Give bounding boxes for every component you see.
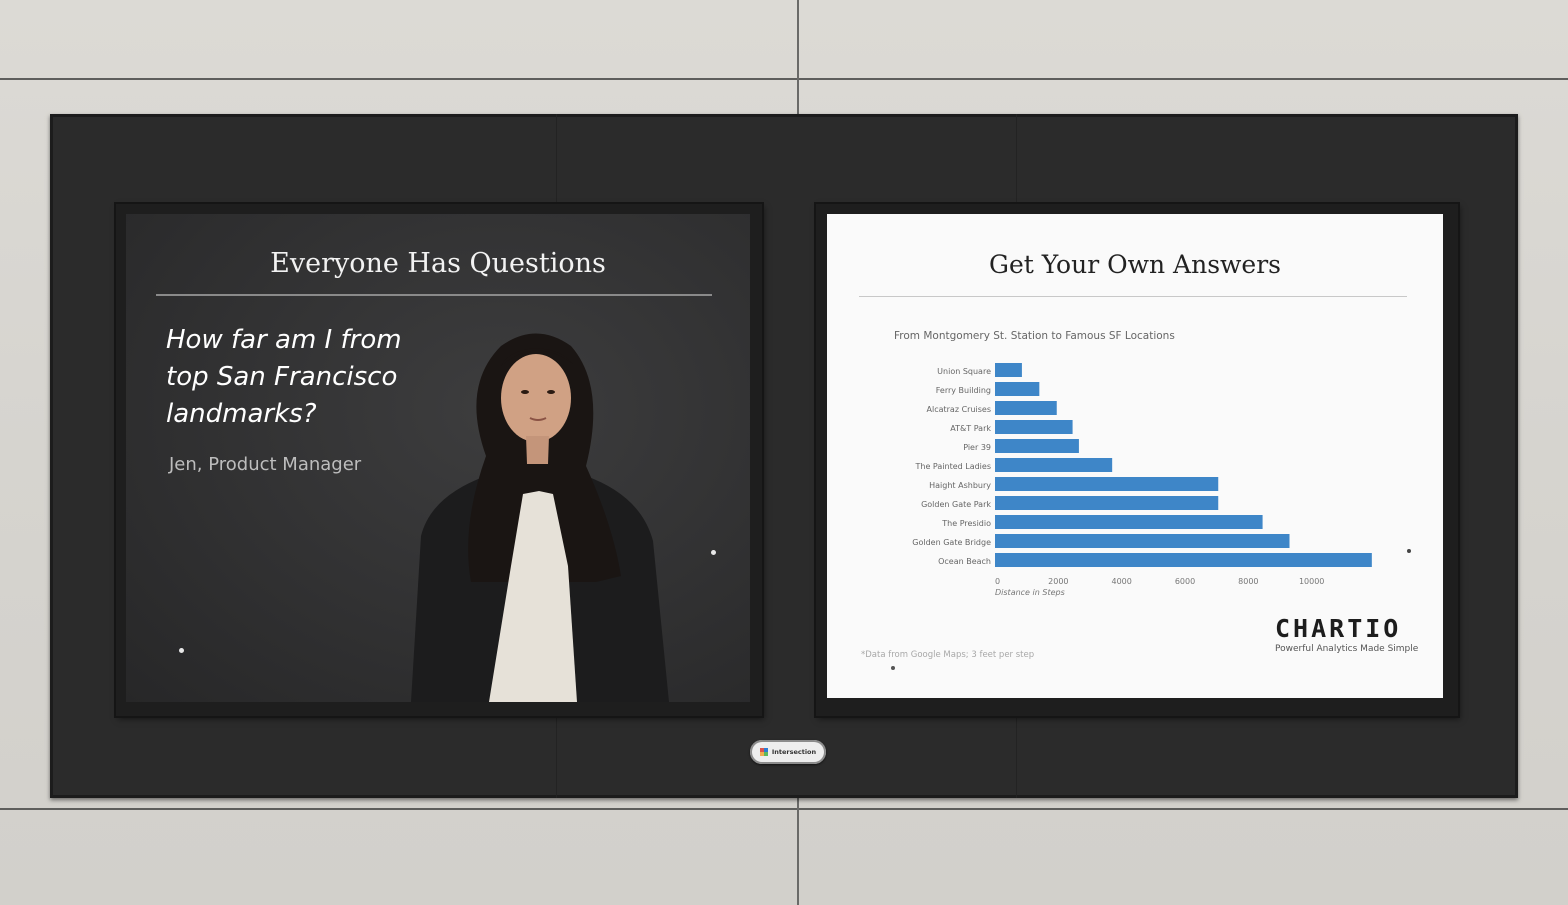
left-poster-title: Everyone Has Questions <box>270 248 606 279</box>
screw-dot <box>1407 549 1411 553</box>
left-poster-question: How far am I from top San Francisco land… <box>166 325 402 429</box>
chart-bar <box>995 477 1219 491</box>
badge-label: Intersection <box>771 748 817 756</box>
x-tick-label: 8000 <box>1238 577 1258 586</box>
billboard-panel: Everyone Has Questions How far am I from… <box>50 114 1518 798</box>
chartio-logo: CHARTIO <box>1275 614 1402 643</box>
right-poster-frame: Get Your Own Answers From Montgomery St.… <box>816 204 1458 716</box>
category-label: Golden Gate Bridge <box>912 538 991 547</box>
left-poster-frame: Everyone Has Questions How far am I from… <box>116 204 762 716</box>
left-poster: Everyone Has Questions How far am I from… <box>126 214 750 702</box>
x-tick-label: 4000 <box>1111 577 1131 586</box>
x-axis-label: Distance in Steps <box>995 588 1065 597</box>
right-poster: Get Your Own Answers From Montgomery St.… <box>827 214 1443 698</box>
x-tick-label: 2000 <box>1048 577 1068 586</box>
category-label: Ocean Beach <box>938 557 991 566</box>
left-poster-attribution: Jen, Product Manager <box>169 454 362 475</box>
screw-dot <box>891 666 895 670</box>
logo-tagline: Powerful Analytics Made Simple <box>1275 644 1419 654</box>
chart-bar <box>995 439 1079 453</box>
category-label: The Painted Ladies <box>914 462 991 471</box>
title-divider <box>859 296 1407 297</box>
chart-bar <box>995 534 1290 548</box>
chart-bar <box>995 420 1073 434</box>
chart-title: From Montgomery St. Station to Famous SF… <box>894 330 1175 342</box>
title-divider <box>156 294 712 296</box>
category-label: Union Square <box>937 367 991 376</box>
x-tick-label: 6000 <box>1175 577 1195 586</box>
x-tick-label: 10000 <box>1299 577 1324 586</box>
data-footnote: *Data from Google Maps; 3 feet per step <box>861 650 1035 660</box>
category-label: Alcatraz Cruises <box>927 405 992 414</box>
category-label: Golden Gate Park <box>921 500 991 509</box>
woman-portrait-photo <box>411 333 669 702</box>
chart-bar <box>995 496 1219 510</box>
intersection-logo-icon <box>759 748 768 756</box>
chart-bar <box>995 401 1057 415</box>
intersection-badge: Intersection <box>750 740 826 764</box>
tile-grout-line <box>0 808 1568 810</box>
category-label: AT&T Park <box>950 424 991 433</box>
screw-dot <box>179 648 184 653</box>
category-label: Ferry Building <box>936 386 991 395</box>
distance-bar-chart: From Montgomery St. Station to Famous SF… <box>894 330 1372 597</box>
chart-bar <box>995 382 1040 396</box>
chart-bar <box>995 363 1022 377</box>
category-label: Pier 39 <box>963 443 991 452</box>
chart-bar <box>995 553 1372 567</box>
tile-grout-line <box>0 78 1568 80</box>
x-tick-label: 0 <box>995 577 1000 586</box>
chart-bar <box>995 515 1263 529</box>
category-label: The Presidio <box>941 519 991 528</box>
right-poster-title: Get Your Own Answers <box>988 250 1282 279</box>
chart-bar <box>995 458 1113 472</box>
category-label: Haight Ashbury <box>929 481 991 490</box>
screw-dot <box>711 550 716 555</box>
